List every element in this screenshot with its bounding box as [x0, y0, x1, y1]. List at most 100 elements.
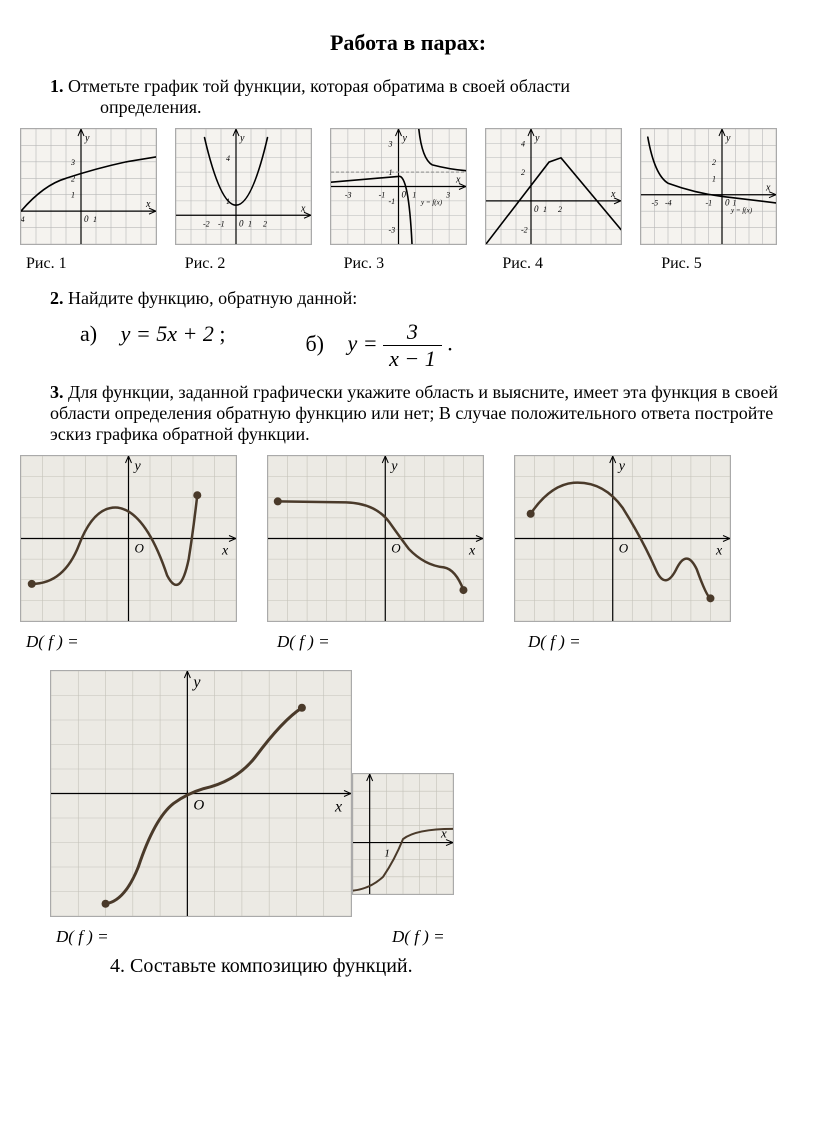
- svg-text:0: 0: [534, 204, 539, 214]
- eq-b-den: x − 1: [383, 346, 442, 370]
- caption-2: Рис. 2: [179, 255, 320, 273]
- svg-text:x: x: [455, 175, 461, 186]
- eq-b-lhs: y =: [347, 331, 383, 356]
- task-1-text-l2: определения.: [100, 97, 202, 117]
- svg-text:3: 3: [388, 139, 393, 148]
- svg-text:-3: -3: [345, 191, 352, 200]
- df-row-2: D( f ) = D( f ) =: [50, 927, 796, 947]
- svg-text:4: 4: [226, 154, 230, 163]
- svg-text:x: x: [221, 544, 229, 559]
- task-1-text-l1: Отметьте график той функции, которая обр…: [68, 76, 570, 96]
- svg-text:-1: -1: [389, 197, 396, 206]
- svg-text:y: y: [617, 459, 626, 474]
- svg-text:-2: -2: [203, 219, 210, 228]
- svg-text:1: 1: [412, 191, 416, 200]
- graph-3: yx0-3-113-3-113y = f(x): [330, 128, 467, 245]
- graph-1: yx0-41123: [20, 128, 157, 245]
- caption-5: Рис. 5: [655, 255, 796, 273]
- svg-text:2: 2: [521, 168, 525, 177]
- svg-text:4: 4: [521, 139, 525, 148]
- svg-text:x: x: [715, 544, 723, 559]
- svg-text:x: x: [765, 183, 771, 194]
- svg-text:1: 1: [712, 174, 716, 183]
- df-3: D( f ) =: [522, 632, 743, 652]
- svg-text:y: y: [84, 133, 90, 144]
- graph-big: yxO: [50, 670, 352, 917]
- svg-text:1: 1: [71, 191, 75, 200]
- task-2: 2. Найдите функцию, обратную данной:: [50, 288, 796, 309]
- svg-text:-4: -4: [665, 199, 672, 208]
- svg-text:3: 3: [70, 158, 75, 167]
- svg-text:3: 3: [445, 191, 450, 200]
- graph-m3: y x O: [514, 455, 731, 622]
- caption-3: Рис. 3: [338, 255, 479, 273]
- svg-text:x: x: [440, 825, 447, 840]
- svg-text:x: x: [610, 189, 616, 200]
- svg-text:2: 2: [263, 219, 267, 228]
- task-2-text: Найдите функцию, обратную данной:: [68, 288, 357, 308]
- task-3: 3. Для функции, заданной графически укаж…: [50, 382, 796, 445]
- svg-text:x: x: [468, 544, 476, 559]
- figure-captions: Рис. 1 Рис. 2 Рис. 3 Рис. 4 Рис. 5: [20, 255, 796, 273]
- page-title: Работа в парах:: [20, 30, 796, 56]
- svg-text:y: y: [133, 459, 142, 474]
- svg-text:2: 2: [712, 158, 716, 167]
- task-1-num: 1.: [50, 76, 64, 96]
- task-1: 1. Отметьте график той функции, которая …: [50, 76, 796, 118]
- eq-a-body: y = 5x + 2: [121, 321, 214, 346]
- svg-text:1: 1: [248, 219, 252, 228]
- task-4-num: 4.: [110, 955, 125, 977]
- svg-text:2: 2: [558, 205, 562, 214]
- svg-text:2: 2: [71, 174, 75, 183]
- svg-text:0: 0: [402, 190, 407, 200]
- svg-text:0: 0: [725, 198, 730, 208]
- graph-2: y x 0 -2 -1 1 2 1 4: [175, 128, 312, 245]
- eq-a-punct: ;: [219, 321, 225, 346]
- svg-text:y: y: [725, 133, 731, 144]
- task-4-text: Составьте композицию функций.: [130, 955, 413, 977]
- svg-text:x: x: [334, 799, 342, 816]
- svg-text:-5: -5: [652, 199, 659, 208]
- df-1: D( f ) =: [20, 632, 241, 652]
- graph-5: yx0-5-4-1112y = f(x): [640, 128, 777, 245]
- svg-text:O: O: [391, 541, 401, 556]
- svg-text:O: O: [619, 541, 629, 556]
- figure-row-3: yxO x1: [50, 670, 796, 917]
- caption-1: Рис. 1: [20, 255, 161, 273]
- svg-text:x: x: [300, 203, 306, 214]
- svg-text:0: 0: [239, 218, 244, 228]
- svg-text:x: x: [145, 199, 151, 210]
- svg-text:y = f(x): y = f(x): [730, 207, 753, 215]
- svg-text:-2: -2: [521, 226, 528, 235]
- svg-text:-1: -1: [706, 199, 713, 208]
- svg-text:y: y: [402, 133, 408, 144]
- svg-text:y: y: [389, 459, 398, 474]
- figure-row-2: y x O y x O y x O: [20, 455, 796, 622]
- task-3-text: Для функции, заданной графически укажите…: [50, 382, 778, 444]
- caption-4: Рис. 4: [496, 255, 637, 273]
- eq-b-punct: .: [447, 331, 453, 356]
- eq-b: б) y = 3 x − 1 .: [305, 321, 452, 370]
- task-3-num: 3.: [50, 382, 64, 402]
- eq-b-num: 3: [383, 321, 442, 346]
- eq-b-frac: 3 x − 1: [383, 321, 442, 370]
- svg-text:0: 0: [84, 214, 89, 224]
- svg-text:-1: -1: [218, 219, 225, 228]
- figure-row-1: y x 0 -4 1 1 2 3 y x 0 -2 -1 1 2 1 4 y x 0 -3 -1 1 3 -3 -1 1 3 y =…: [20, 128, 796, 245]
- svg-text:y: y: [534, 133, 540, 144]
- svg-text:O: O: [135, 541, 145, 556]
- df-4: D( f ) =: [50, 927, 356, 947]
- svg-text:1: 1: [93, 215, 97, 224]
- task-4: 4. Составьте композицию функций.: [110, 955, 796, 978]
- eq-a-label: а): [80, 321, 97, 346]
- svg-text:1: 1: [384, 847, 390, 859]
- eq-b-label: б): [305, 331, 324, 356]
- svg-text:1: 1: [226, 197, 230, 206]
- graph-m2: y x O: [267, 455, 484, 622]
- equations-row: а) y = 5x + 2 ; б) y = 3 x − 1 .: [80, 321, 796, 370]
- svg-text:-3: -3: [389, 226, 396, 235]
- df-2: D( f ) =: [271, 632, 492, 652]
- svg-text:-1: -1: [379, 191, 386, 200]
- svg-text:O: O: [193, 798, 204, 814]
- svg-text:y: y: [239, 133, 245, 144]
